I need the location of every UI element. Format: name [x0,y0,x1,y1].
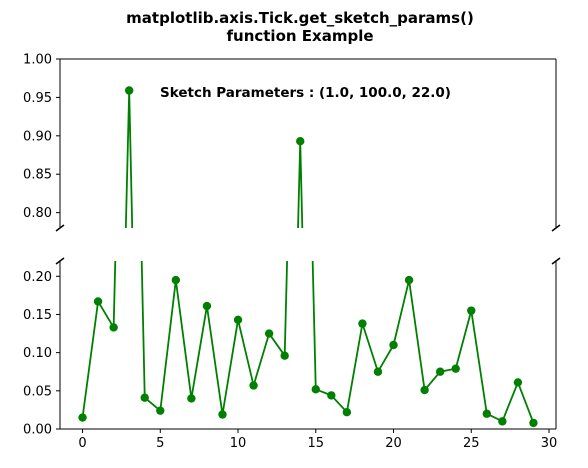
top-y-tick-label-2: 0.90 [23,129,52,144]
top-data-point-3 [124,86,134,95]
bottom-y-tick-label-4: 0.20 [23,270,52,285]
chart-title-line-1: matplotlib.axis.Tick.get_sketch_params() [126,9,474,27]
bottom-data-point-22 [420,385,429,395]
bottom-data-point-25 [467,306,476,315]
bottom-data-point-17 [342,408,352,417]
bottom-data-point-8 [202,301,212,311]
bottom-data-point-6 [171,275,181,285]
top-panel: 0.80 0.85 0.90 0.95 1.00 [23,53,561,232]
top-y-tick-label-4: 1.00 [23,53,52,68]
bottom-data-point-15 [311,385,320,394]
bottom-y-tick-label-2: 0.10 [23,346,52,361]
bottom-data-point-11 [249,381,258,390]
x-tick-label-5: 25 [463,436,480,451]
bottom-data-point-18 [358,319,367,328]
top-data-group [124,86,305,228]
x-tick-label-6: 30 [541,436,558,451]
top-y-tick-label-3: 0.95 [23,91,52,106]
sketch-params-annotation: Sketch Parameters : (1.0, 100.0, 22.0) [160,85,451,101]
x-tick-label-3: 15 [308,436,325,451]
bottom-data-point-2 [109,323,118,332]
x-tick-label-2: 10 [230,436,247,451]
top-data-point-14 [296,137,305,146]
bottom-y-tick-label-0: 0.00 [23,423,52,438]
bottom-break-mark-left [55,257,65,265]
x-tick-label-1: 5 [156,436,164,451]
top-series-line [124,89,304,228]
x-tick-label-0: 0 [78,436,86,451]
bottom-data-point-10 [233,315,243,324]
bottom-data-point-0 [78,413,87,422]
bottom-data-point-28 [513,378,523,387]
top-break-mark-left [55,224,65,232]
bottom-data-point-26 [482,409,492,418]
bottom-y-tick-label-3: 0.15 [23,308,52,323]
bottom-data-point-23 [435,367,445,376]
bottom-data-point-16 [327,391,336,400]
top-y-tick-label-1: 0.85 [23,168,52,183]
bottom-y-tick-label-1: 0.05 [23,384,52,399]
bottom-data-point-29 [529,418,538,428]
bottom-data-point-21 [404,275,414,285]
bottom-data-point-20 [389,340,398,350]
bottom-data-point-4 [140,393,149,402]
chart-title-line-2: function Example [226,27,373,45]
x-tick-label-4: 20 [385,436,402,451]
bottom-data-point-9 [218,410,227,419]
top-break-mark-right [551,224,561,232]
bottom-series-line [81,261,535,424]
bottom-data-point-7 [187,394,196,403]
bottom-data-point-13 [280,351,289,360]
bottom-data-point-12 [264,329,274,338]
bottom-data-point-27 [498,417,507,426]
bottom-data-point-24 [451,364,460,373]
bottom-data-point-1 [93,297,103,306]
bottom-break-mark-right [551,257,561,265]
bottom-panel: 0.00 0.05 0.10 0.15 0.20 0 5 10 15 20 25 30 [23,257,561,451]
bottom-data-point-5 [156,406,165,415]
bottom-data-group [78,261,538,428]
top-y-tick-label-0: 0.80 [23,206,52,221]
bottom-data-point-19 [373,367,383,376]
